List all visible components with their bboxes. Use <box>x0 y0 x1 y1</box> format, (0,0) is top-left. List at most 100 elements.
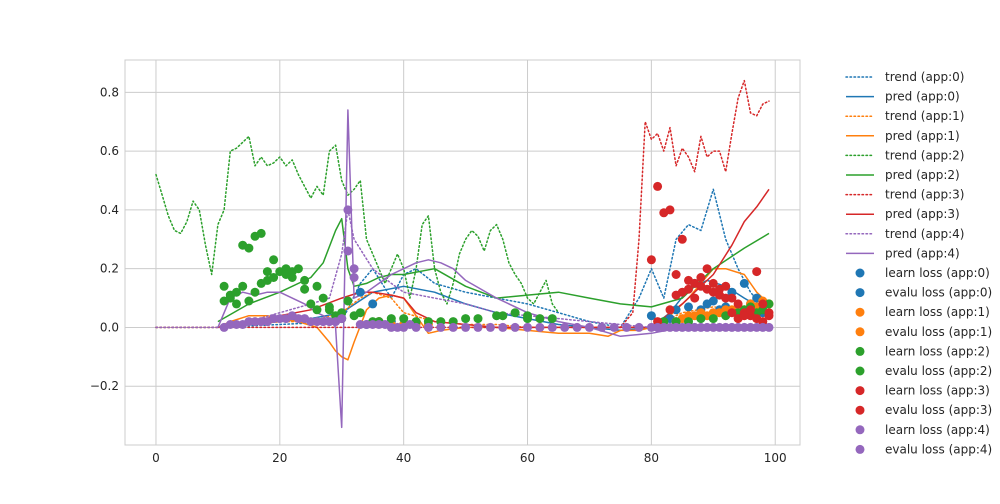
scatter-point <box>300 314 310 324</box>
scatter-point <box>485 322 495 332</box>
scatter-point <box>677 322 687 332</box>
legend-label: trend (app:2) <box>885 148 964 162</box>
legend-label: evalu loss (app:0) <box>885 286 992 300</box>
scatter-point <box>690 322 700 332</box>
scatter-point <box>665 205 675 215</box>
grid <box>125 60 800 445</box>
legend-label: evalu loss (app:1) <box>885 325 992 339</box>
scatter-point <box>498 322 508 332</box>
legend-swatch <box>855 288 865 298</box>
legend-label: pred (app:1) <box>885 129 960 143</box>
y-tick-label: 0.6 <box>100 144 119 158</box>
legend-label: pred (app:0) <box>885 90 960 104</box>
scatter-point <box>733 299 743 309</box>
y-tick-label: 0.2 <box>100 262 119 276</box>
x-tick-label: 20 <box>272 451 287 465</box>
scatter-point <box>318 317 328 327</box>
scatter-point <box>535 314 545 324</box>
scatter-point <box>448 322 458 332</box>
legend-swatch <box>855 425 865 435</box>
y-tick-label: 0.8 <box>100 85 119 99</box>
scatter-point <box>653 322 663 332</box>
scatter-point <box>665 305 675 315</box>
scatter-point <box>547 322 557 332</box>
scatter-point <box>739 311 749 321</box>
legend-label: pred (app:3) <box>885 207 960 221</box>
legend-label: learn loss (app:3) <box>885 384 990 398</box>
scatter-point <box>721 281 731 291</box>
scatter-point <box>436 322 446 332</box>
scatter-point <box>374 320 384 329</box>
scatter-point <box>368 320 378 329</box>
scatter-point <box>702 299 712 309</box>
scatter-point <box>423 322 433 332</box>
scatter-point <box>343 246 353 256</box>
plot-background <box>125 60 800 445</box>
x-tick-label: 80 <box>644 451 659 465</box>
scatter-point <box>510 308 520 318</box>
x-axis: 0 20 40 60 80 100 <box>152 451 787 465</box>
scatter-point <box>547 314 557 324</box>
series-line-5 <box>217 217 770 323</box>
legend-label: trend (app:1) <box>885 109 964 123</box>
scatter-point <box>708 314 718 324</box>
scatter-point <box>399 322 409 332</box>
scatter-point <box>473 322 483 332</box>
legend-label: evalu loss (app:3) <box>885 403 992 417</box>
scatter-point <box>609 322 619 332</box>
scatter-point <box>708 322 718 332</box>
scatter-point <box>324 305 334 315</box>
legend-label: learn loss (app:0) <box>885 266 990 280</box>
scatter-point <box>634 322 644 332</box>
scatter-point <box>752 322 762 332</box>
scatter-point <box>269 273 279 282</box>
scatter-point <box>312 317 322 327</box>
scatter-point <box>355 320 365 329</box>
scatter-point <box>584 322 594 332</box>
scatter-point <box>702 322 712 332</box>
scatter-point <box>523 314 532 324</box>
scatter-point <box>684 284 693 294</box>
scatter-point <box>498 311 508 321</box>
series-line-0 <box>155 188 770 329</box>
legend-swatch <box>855 268 865 278</box>
scatter-point <box>764 299 774 309</box>
series-line-4 <box>155 135 560 314</box>
scatter-point <box>250 317 260 327</box>
scatter-point <box>386 322 396 332</box>
scatter-point <box>355 287 365 297</box>
scatter-point <box>696 322 706 332</box>
legend-label: pred (app:4) <box>885 246 960 260</box>
legend-swatch <box>855 366 865 376</box>
scatter-point <box>349 273 359 282</box>
scatter-point <box>362 320 371 329</box>
scatter-point <box>461 322 471 332</box>
x-tick-label: 0 <box>152 451 160 465</box>
scatter-point <box>727 293 737 303</box>
scatter-point <box>764 322 774 332</box>
scatter-point <box>696 314 706 324</box>
scatter-point <box>739 278 749 288</box>
scatter-point <box>622 322 632 332</box>
scatter-point <box>386 314 396 324</box>
scatter-point <box>523 322 532 332</box>
y-tick-label: 0.0 <box>100 320 119 334</box>
y-tick-label: −0.2 <box>90 379 119 393</box>
scatter-point <box>337 314 347 324</box>
scatter-point <box>393 322 402 332</box>
scatter-point <box>238 281 248 291</box>
legend-label: trend (app:0) <box>885 70 964 84</box>
scatter-point <box>715 322 724 332</box>
scatter-point <box>300 275 310 285</box>
scatter-point <box>343 296 353 306</box>
scatter-point <box>665 322 675 332</box>
scatter-point <box>646 311 656 321</box>
x-tick-label: 40 <box>396 451 411 465</box>
scatter-point <box>238 320 248 329</box>
legend: trend (app:0) pred (app:0) trend (app:1) pr… <box>845 70 992 456</box>
scatter-point <box>343 205 353 215</box>
scatter-point <box>535 322 545 332</box>
scatter-point <box>597 322 607 332</box>
legend-swatch <box>855 307 865 317</box>
